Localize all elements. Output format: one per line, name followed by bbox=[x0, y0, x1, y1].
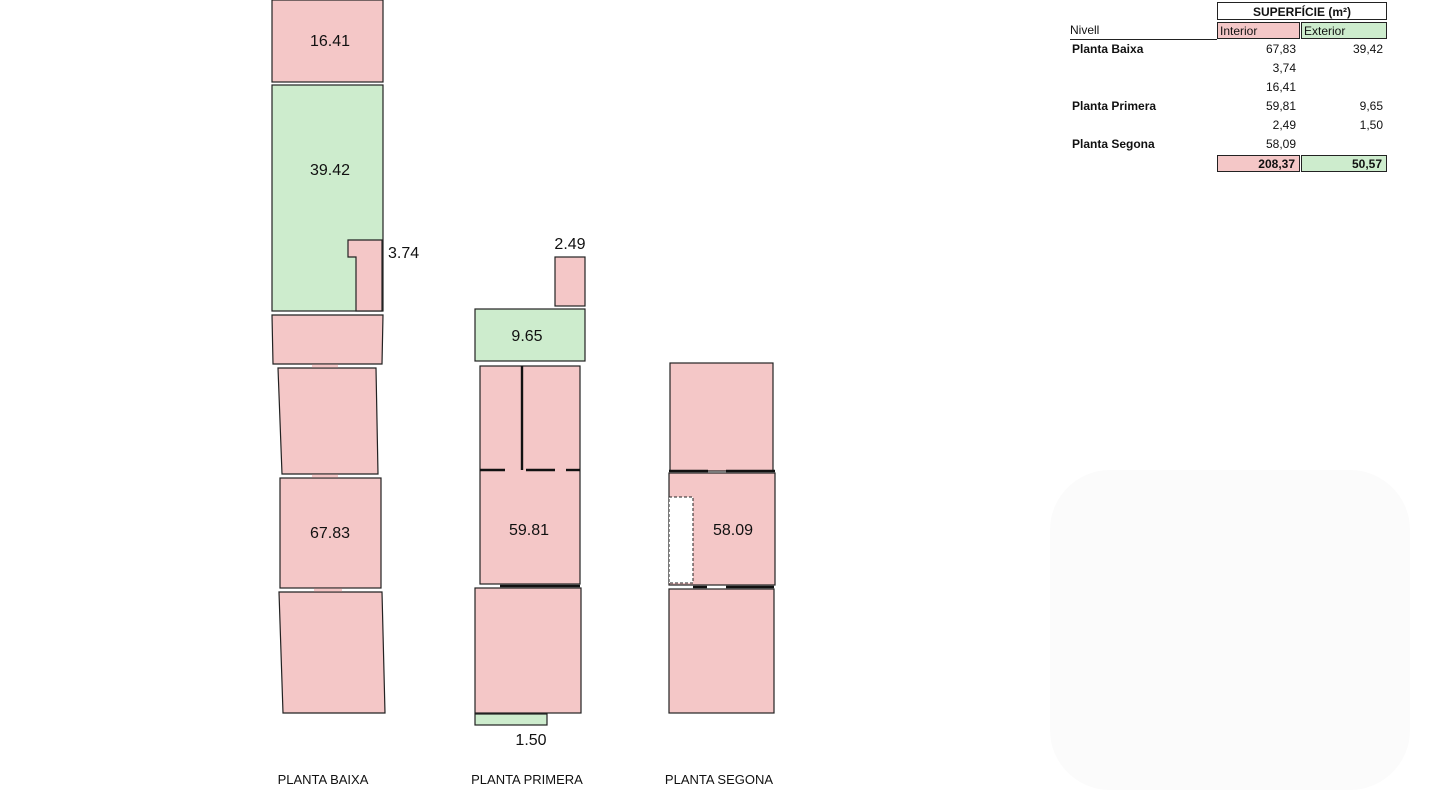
row-level bbox=[1072, 79, 1217, 96]
area-label: 9.65 bbox=[511, 328, 542, 345]
row-exterior: 9,65 bbox=[1359, 99, 1383, 113]
row-interior: 59,81 bbox=[1265, 99, 1296, 113]
area-label: 1.50 bbox=[515, 732, 546, 749]
area-label: 67.83 bbox=[310, 525, 350, 542]
room-baixa-top bbox=[271, 0, 384, 83]
row-interior: 3,74 bbox=[1272, 61, 1296, 75]
room-baixa-4 bbox=[278, 591, 386, 714]
table-row: 2,49 1,50 bbox=[1070, 117, 1388, 136]
row-level bbox=[1072, 60, 1217, 77]
area-label: 58.09 bbox=[713, 522, 753, 539]
surface-table: SUPERFÍCIE (m²) Nivell Interior Exterior… bbox=[1070, 2, 1388, 174]
room-primera-main bbox=[479, 365, 581, 585]
row-interior: 2,49 bbox=[1272, 118, 1296, 132]
row-interior: 16,41 bbox=[1265, 80, 1296, 94]
plan-planta-segona: 58.09 PLANTA SEGONA bbox=[665, 362, 776, 787]
room-primera-balcony bbox=[474, 713, 548, 726]
room-primera-back bbox=[474, 587, 582, 714]
room-baixa-3 bbox=[279, 477, 382, 589]
table-body: Planta Baixa 67,83 39,42 3,74 16,41 Planta Pr… bbox=[1070, 41, 1388, 155]
room-segona-void bbox=[668, 496, 694, 584]
plan-planta-primera: 9.65 2.49 59.81 1.50 PLANTA PRIMERA bbox=[471, 236, 586, 787]
column-header-exterior: Exterior bbox=[1301, 22, 1387, 39]
table-row: 16,41 bbox=[1070, 79, 1388, 98]
total-interior: 208,37 bbox=[1217, 155, 1300, 172]
row-exterior bbox=[1301, 60, 1387, 77]
total-exterior: 50,57 bbox=[1301, 155, 1387, 172]
row-level: Planta Segona bbox=[1072, 137, 1155, 151]
area-label: 39.42 bbox=[310, 162, 350, 179]
row-exterior bbox=[1301, 79, 1387, 96]
plan-caption: PLANTA BAIXA bbox=[278, 772, 369, 787]
plan-caption: PLANTA PRIMERA bbox=[471, 772, 583, 787]
room-segona-top bbox=[669, 362, 774, 472]
background-smudge bbox=[1050, 470, 1410, 790]
row-exterior: 39,42 bbox=[1352, 42, 1383, 56]
row-exterior: 1,50 bbox=[1359, 118, 1383, 132]
area-label: 16.41 bbox=[310, 33, 350, 50]
area-label: 2.49 bbox=[554, 236, 585, 253]
table-title: SUPERFÍCIE (m²) bbox=[1217, 2, 1387, 20]
plan-caption: PLANTA SEGONA bbox=[665, 772, 773, 787]
row-level bbox=[1072, 117, 1217, 134]
row-exterior bbox=[1301, 136, 1387, 153]
plan-planta-baixa: 16.41 39.42 3.74 67.83 PLANTA BAIXA bbox=[271, 0, 419, 787]
room-baixa-small bbox=[347, 239, 383, 312]
table-row: Planta Baixa 67,83 39,42 bbox=[1070, 41, 1388, 60]
area-label: 59.81 bbox=[509, 522, 549, 539]
room-baixa-2 bbox=[277, 367, 379, 475]
row-interior: 67,83 bbox=[1265, 42, 1296, 56]
column-header-level: Nivell bbox=[1070, 22, 1217, 40]
room-baixa-1 bbox=[271, 314, 384, 365]
table-row: Planta Segona 58,09 bbox=[1070, 136, 1388, 155]
row-level: Planta Baixa bbox=[1072, 42, 1144, 56]
table-row: Planta Primera 59,81 9,65 bbox=[1070, 98, 1388, 117]
row-interior: 58,09 bbox=[1265, 137, 1296, 151]
room-primera-small bbox=[554, 256, 586, 307]
room-primera-terrace bbox=[474, 308, 586, 362]
row-level: Planta Primera bbox=[1072, 99, 1157, 113]
area-label: 3.74 bbox=[388, 245, 419, 262]
column-header-interior: Interior bbox=[1217, 22, 1300, 39]
table-row: 3,74 bbox=[1070, 60, 1388, 79]
room-segona-back bbox=[668, 588, 775, 714]
